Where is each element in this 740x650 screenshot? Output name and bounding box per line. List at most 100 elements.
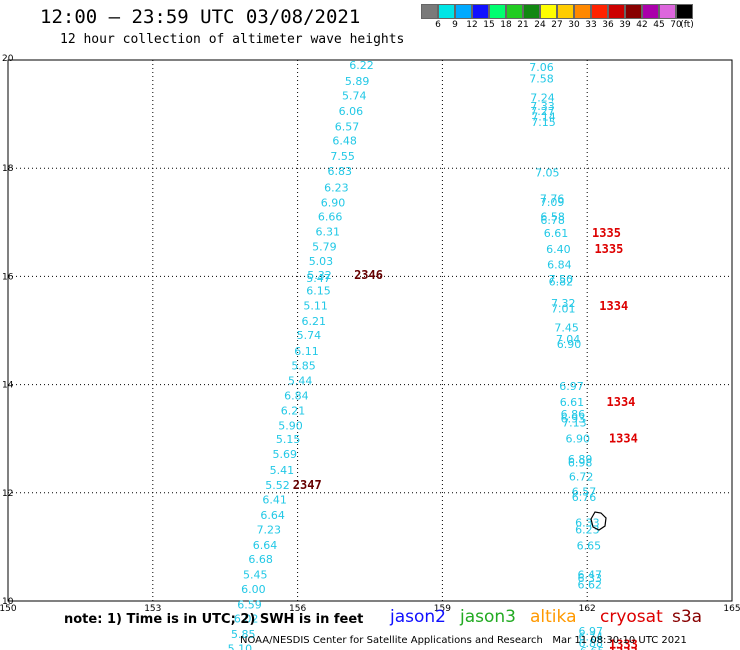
lon-tick-label: 153	[144, 604, 161, 614]
pass-time-label: 1334	[599, 299, 628, 313]
wave-height-label: 6.40	[546, 243, 571, 256]
wave-height-label: 6.22	[349, 59, 374, 72]
wave-height-label: 6.41	[262, 494, 287, 507]
pass-time-label: 1333	[609, 645, 638, 650]
legend-label-27: 27	[551, 20, 563, 30]
wave-height-label: 5.03	[309, 255, 334, 268]
legend-label-9: 9	[452, 20, 458, 30]
wave-height-label: 7.14	[531, 111, 556, 124]
legend-swatch-42	[642, 4, 659, 19]
wave-height-label: 5.47	[306, 272, 331, 285]
wave-height-label: 6.83	[328, 165, 353, 178]
lon-tick-label: 150	[0, 604, 17, 614]
wave-height-label: 6.76	[572, 491, 597, 504]
track-east: 7.067.58 7.247.337.277.147.15 7.05 7.767.09…	[529, 61, 604, 650]
lat-tick-label: 20	[2, 54, 14, 64]
legend-label-42: 42	[636, 20, 648, 30]
wave-height-label: 6.65	[580, 645, 605, 650]
wave-height-label: 6.89	[568, 453, 593, 466]
legend-label-18: 18	[500, 20, 512, 30]
legend-swatch-39	[625, 4, 642, 19]
legend-label-36: 36	[602, 20, 614, 30]
legend-label-6: 6	[435, 20, 441, 30]
wave-height-label: 6.31	[315, 225, 340, 238]
wave-height-label: 6.65	[577, 540, 602, 553]
satellite-s3a: s3a	[672, 607, 703, 627]
lat-tick-label: 14	[2, 381, 14, 391]
lon-tick-label: 159	[434, 604, 451, 614]
wave-height-label: 5.45	[243, 568, 267, 581]
wave-height-label: 6.68	[248, 553, 272, 566]
wave-height-label: 5.90	[278, 420, 303, 433]
wave-height-label: 6.23	[324, 181, 349, 194]
legend-label-24: 24	[534, 20, 546, 30]
wave-height-label: 7.50	[549, 273, 574, 286]
wave-height-label: 6.82	[549, 276, 574, 289]
wave-height-label: 5.52	[265, 479, 290, 492]
satellite-altika: altika	[530, 607, 577, 627]
legend-swatch-12	[472, 4, 489, 19]
legend-swatch-21	[523, 4, 540, 19]
wave-height-label: 5.79	[312, 240, 337, 253]
footer-credit: NOAA/NESDIS Center for Satellite Applica…	[240, 635, 687, 646]
wave-height-label: 6.06	[339, 105, 364, 118]
wave-height-label: 6.72	[569, 470, 594, 483]
wave-height-label: 5.74	[297, 329, 322, 342]
wave-height-label: 7.45	[554, 322, 579, 335]
legend-swatch-33	[591, 4, 608, 19]
wave-height-label: 7.15	[531, 116, 556, 129]
wave-height-label: 7.32	[551, 297, 576, 310]
wave-height-label: 6.84	[547, 258, 572, 271]
legend-swatch-36	[608, 4, 625, 19]
legend-label-45: 45	[653, 20, 665, 30]
map-grid	[7, 59, 733, 602]
legend-label-30: 30	[568, 20, 580, 30]
wave-height-label: 6.59	[237, 599, 262, 612]
pass-time-label: 1335	[592, 226, 621, 240]
wave-height-label: 6.58	[540, 211, 565, 224]
wave-height-label: 5.74	[342, 89, 367, 102]
legend-label-12: 12	[466, 20, 478, 30]
pass-time-label: 1335	[594, 242, 623, 256]
wave-height-label: 7.13	[562, 416, 587, 429]
chart-subtitle: 12 hour collection of altimeter wave hei…	[60, 32, 405, 47]
legend-swatch-27	[557, 4, 574, 19]
wave-height-label: 7.06	[529, 61, 554, 74]
wave-height-label: 5.41	[270, 464, 295, 477]
wave-height-label: 7.27	[530, 105, 555, 118]
time-labels: 2346234723481335133513341334133413331333…	[293, 226, 638, 650]
wave-height-label: 7.01	[551, 303, 576, 316]
lat-tick-label: 12	[2, 489, 13, 499]
wave-height-label: 5.11	[303, 299, 328, 312]
wave-height-label: 6.21	[301, 315, 326, 328]
wave-height-label: 5.85	[231, 628, 256, 641]
satellite-jason3: jason3	[460, 607, 516, 627]
wave-height-label: 5.85	[291, 359, 316, 372]
legend-swatch-24	[540, 4, 557, 19]
pass-time-label: 1333	[609, 638, 638, 650]
lat-tick-label: 18	[2, 164, 14, 174]
lat-tick-label: 10	[2, 597, 14, 607]
wave-height-label: 7.58	[529, 73, 554, 86]
axis-labels: 150 153 156 159 162 165 10 12 14 16 18 20	[0, 54, 740, 614]
satellite-cryosat: cryosat	[600, 607, 663, 627]
wave-height-label: 6.02	[234, 613, 259, 626]
wave-height-label: 6.98	[568, 456, 593, 469]
wave-height-label: 6.66	[318, 211, 343, 224]
legend-swatch-9	[455, 4, 472, 19]
wave-height-label: 7.05	[535, 166, 560, 179]
legend-swatch-6	[438, 4, 455, 19]
wave-height-label: 5.89	[345, 75, 370, 88]
legend-labels: 6 9 12 15 18 21 24 27 30 33 36 39 42 45 70 (ft)	[421, 19, 694, 33]
wave-height-label: 6.64	[260, 509, 285, 522]
pass-time-label: 1334	[607, 395, 636, 409]
wave-height-label: 6.90	[557, 338, 582, 351]
legend-label-21: 21	[517, 20, 529, 30]
wave-height-label: 6.48	[332, 134, 357, 147]
wave-height-label: 6.57	[572, 486, 597, 499]
wave-height-label: 6.47	[578, 568, 603, 581]
wave-height-label: 5.44	[288, 375, 313, 388]
wave-height-label: 7.76	[540, 192, 565, 205]
wave-height-label: 6.97	[579, 625, 604, 638]
